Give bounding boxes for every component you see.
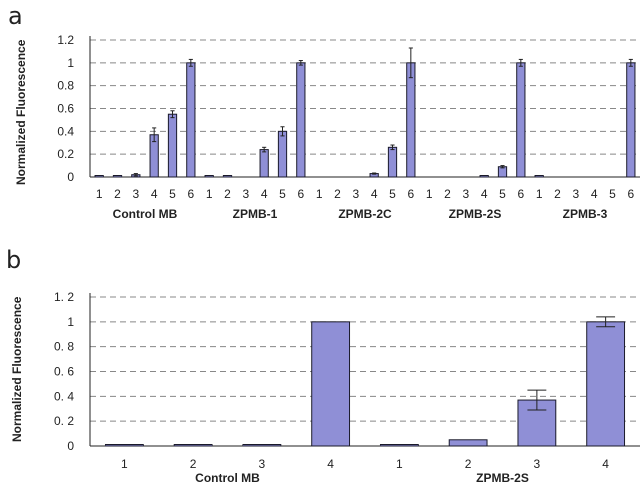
chart-a-xtick-label: 4	[371, 187, 378, 201]
chart-b-bar	[104, 444, 144, 447]
chart-a-bar	[516, 62, 526, 178]
chart-a-xtick-label: 4	[591, 187, 598, 201]
chart-b-ytick-label: 1. 2	[54, 290, 74, 304]
chart-a-bar	[112, 175, 123, 178]
chart-a-group-label: ZPMB-2S	[449, 207, 502, 221]
chart-a-xtick-label: 1	[316, 187, 323, 201]
chart-b-xtick-label: 4	[602, 457, 609, 471]
chart-a-bar	[277, 130, 288, 178]
panel-b-letter: b	[6, 246, 22, 274]
chart-a-ytick-label: 0.8	[57, 79, 74, 93]
chart-a-xtick-label: 5	[609, 187, 616, 201]
chart-b-bar	[311, 321, 351, 447]
chart-b-xtick-label: 4	[327, 457, 334, 471]
chart-b-ytick-label: 0	[67, 439, 74, 453]
chart-a-xtick-label: 2	[554, 187, 561, 201]
chart-a-xtick-label: 1	[426, 187, 433, 201]
chart-b-bar	[242, 444, 282, 447]
chart-a-xtick-label: 3	[352, 187, 359, 201]
chart-a-xtick-label: 4	[481, 187, 488, 201]
chart-b-bar	[379, 444, 419, 447]
chart-a-bar	[259, 149, 269, 178]
chart-a-xtick-label: 5	[499, 187, 506, 201]
chart-a-xtick-label: 5	[169, 187, 176, 201]
chart-a-xtick-label: 4	[261, 187, 268, 201]
chart-b: 0 0. 2 0. 4 0. 6 0. 8 1 1. 2 1 2 3 4 Control MB 1 2 3 4…	[54, 290, 640, 485]
chart-a-bar	[534, 175, 544, 178]
chart-a-xtick-label: 6	[627, 187, 634, 201]
chart-a-group-label: ZPMB-3	[563, 207, 608, 221]
chart-a-xtick-label: 3	[462, 187, 469, 201]
chart-a-ytick-label: 1.2	[57, 33, 74, 47]
chart-a-xtick-label: 6	[407, 187, 414, 201]
chart-a-xtick-label: 6	[297, 187, 304, 201]
chart-b-ytick-label: 1	[67, 315, 74, 329]
chart-b-xtick-label: 1	[396, 457, 403, 471]
chart-a-xtick-label: 2	[224, 187, 231, 201]
chart-a-ytick-label: 1	[67, 56, 74, 70]
chart-a-xtick-label: 6	[187, 187, 194, 201]
chart-b-xtick-label: 3	[534, 457, 541, 471]
chart-b-ytick-label: 0. 6	[54, 365, 74, 379]
chart-a-xtick-label: 5	[279, 187, 286, 201]
chart-b-group-label: Control MB	[195, 471, 260, 485]
chart-a-group-label: ZPMB-1	[233, 207, 278, 221]
chart-a-bar	[94, 175, 104, 178]
chart-b-bar	[586, 321, 626, 447]
chart-a-group-label: Control MB	[113, 207, 178, 221]
panel-a-letter: a	[8, 2, 23, 30]
chart-b-xtick-label: 2	[465, 457, 472, 471]
chart-a-ytick-label: 0.2	[57, 147, 74, 161]
chart-b-xtick-label: 2	[190, 457, 197, 471]
chart-a-group-label: ZPMB-2C	[338, 207, 392, 221]
chart-b-bar	[173, 444, 213, 447]
chart-b-bar	[448, 439, 488, 447]
chart-a-xtick-label: 6	[517, 187, 524, 201]
chart-a-bar	[186, 62, 196, 178]
chart-b-group-label: ZPMB-2S	[476, 471, 529, 485]
chart-a-bar	[204, 175, 214, 178]
chart-a-xtick-label: 1	[206, 187, 213, 201]
chart-b-ytick-label: 0. 4	[54, 389, 74, 403]
chart-a-bar	[296, 62, 306, 178]
chart-a-bar	[387, 146, 398, 178]
chart-a-bar	[167, 113, 178, 178]
chart-a-ytick-label: 0.4	[57, 124, 74, 138]
chart-b-xtick-label: 1	[121, 457, 128, 471]
chart-a-ytick-label: 0.6	[57, 102, 74, 116]
chart-a-xtick-label: 4	[151, 187, 158, 201]
chart-a-xtick-label: 2	[444, 187, 451, 201]
chart-a-xtick-label: 1	[536, 187, 543, 201]
chart-a-bar	[222, 175, 233, 178]
chart-a-bar	[626, 62, 636, 178]
chart-a-bar	[479, 175, 489, 178]
chart-a-bar	[406, 62, 416, 178]
chart-a-xtick-label: 3	[132, 187, 139, 201]
chart-b-xtick-label: 3	[259, 457, 266, 471]
chart-a-xtick-label: 5	[389, 187, 396, 201]
chart-a-xtick-label: 2	[114, 187, 121, 201]
chart-b-ytick-label: 0. 2	[54, 414, 74, 428]
chart-b-ytick-label: 0. 8	[54, 340, 74, 354]
chart-a-xtick-label: 1	[96, 187, 103, 201]
chart-a-xtick-label: 3	[572, 187, 579, 201]
chart-a-ytick-label: 0	[67, 170, 74, 184]
chart-a-xtick-label: 3	[242, 187, 249, 201]
chart-a-xtick-label: 2	[334, 187, 341, 201]
